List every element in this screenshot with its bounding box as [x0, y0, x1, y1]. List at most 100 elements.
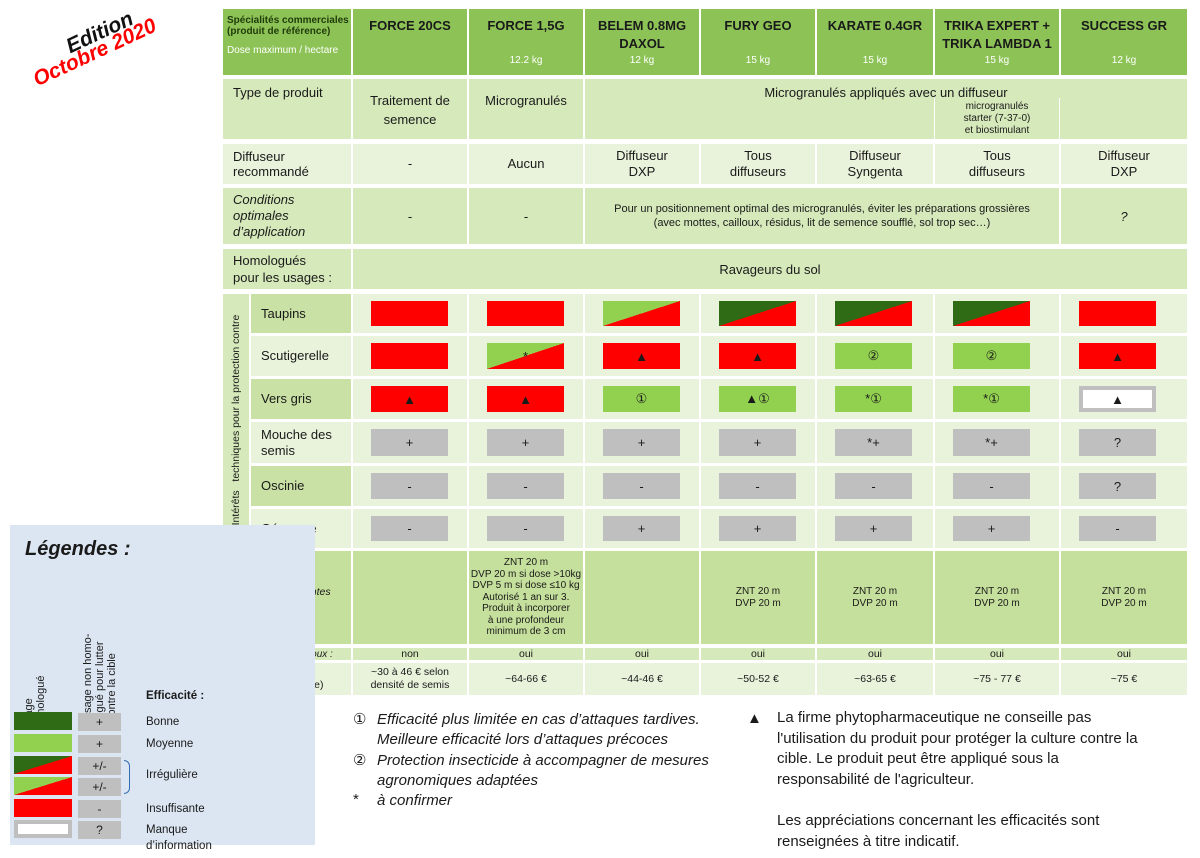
efficacy-box: +: [603, 429, 680, 456]
efficacy-box: [603, 301, 680, 326]
price-cell: ~50-52 €: [701, 663, 815, 695]
efficacy-box: ?: [1079, 473, 1156, 499]
conditions-cell: -: [469, 188, 583, 244]
diffuser-cell: Diffuseur DXP: [585, 144, 699, 184]
efficacy-box: ▲①: [719, 386, 796, 412]
legend-sign: -: [78, 800, 121, 818]
efficacy-box: +: [953, 516, 1030, 541]
efficacy-box: ①: [603, 386, 680, 412]
pest-label: Taupins: [251, 294, 351, 333]
note-text: à confirmer: [377, 792, 453, 809]
legend-box: [10, 525, 315, 845]
product-header: TRIKA EXPERT + TRIKA LAMBDA 1 15 kg: [935, 9, 1059, 75]
legend-sign: +/-: [78, 757, 121, 775]
product-header: KARATE 0.4GR 15 kg: [817, 9, 933, 75]
price-cell: ~63-65 €: [817, 663, 933, 695]
efficacy-box: -: [487, 473, 564, 499]
legend-irregular: Irrégulière: [146, 769, 198, 781]
price-cell: ~30 à 46 € selon densité de semis: [353, 663, 467, 695]
pest-group: [223, 294, 249, 549]
pest-label: Scutigerelle: [251, 336, 351, 376]
efficacy-box: *: [487, 343, 564, 369]
product-name: FORCE 20CS: [369, 18, 451, 33]
efficacy-box: ②: [835, 343, 912, 369]
efficacy-box: -: [835, 473, 912, 499]
efficacy-box: [371, 301, 448, 326]
product-dose: 12 kg: [629, 55, 655, 66]
legend-label: Moyenne: [146, 738, 194, 750]
diffuser-cell: Tous diffuseurs: [935, 144, 1059, 184]
product-dose: 15 kg: [984, 55, 1010, 66]
diffuser-cell: Aucun: [469, 144, 583, 184]
efficacy-box: +: [719, 429, 796, 456]
diffuser-cell: Diffuseur DXP: [1061, 144, 1187, 184]
efficacy-box: +: [835, 516, 912, 541]
sweetcorn-cell: oui: [701, 648, 815, 660]
efficacy-box: ▲: [487, 386, 564, 412]
efficacy-box: *①: [835, 386, 912, 412]
constraint-cell: [353, 551, 467, 644]
product-name: SUCCESS GR: [1081, 18, 1167, 33]
note-symbol: *: [353, 791, 359, 808]
conditions-cell: ?: [1061, 188, 1187, 244]
note-symbol: ②: [353, 752, 367, 769]
sweetcorn-cell: oui: [817, 648, 933, 660]
product-dose: 15 kg: [862, 55, 888, 66]
row-label: Conditions optimales d’application: [223, 188, 351, 244]
product-dose: 12 kg: [1111, 55, 1137, 66]
legend-swatch: [14, 756, 72, 774]
row-label: Type de produit: [223, 79, 351, 139]
product-header: FORCE 1,5G 12.2 kg: [469, 9, 583, 75]
product-header: FORCE 20CS: [353, 9, 467, 75]
constraint-cell: ZNT 20 m DVP 20 m: [701, 551, 815, 644]
legend-label: Insuffisante: [146, 803, 205, 815]
efficacy-box: +: [487, 429, 564, 456]
sweetcorn-cell: oui: [1061, 648, 1187, 660]
note-text: Protection insecticide à accompagner de …: [377, 752, 709, 789]
efficacy-box: -: [1079, 516, 1156, 541]
efficacy-box: [719, 301, 796, 326]
corner-dose: Dose maximum / hectare: [227, 45, 339, 56]
constraint-cell: ZNT 20 m DVP 20 m si dose >10kg DVP 5 m …: [469, 551, 583, 644]
note-symbol: ▲: [747, 710, 762, 727]
type-span: Microgranulés appliqués avec un diffuseu…: [585, 79, 1187, 139]
legend-sign: +: [78, 735, 121, 753]
pest-group-label: Intérêts techniques pour la protection c…: [230, 314, 242, 526]
sweetcorn-cell: non: [353, 648, 467, 660]
efficacy-box: ▲: [719, 343, 796, 369]
efficacy-box: ②: [953, 343, 1030, 369]
pest-label: Mouche des semis: [251, 422, 351, 463]
legend-swatch: [14, 712, 72, 730]
product-dose: 15 kg: [745, 55, 771, 66]
efficacy-box: ?: [1079, 429, 1156, 456]
efficacy-box: [835, 301, 912, 326]
pest-label: Oscinie: [251, 466, 351, 506]
sweetcorn-cell: oui: [585, 648, 699, 660]
price-cell: ~75 - 77 €: [935, 663, 1059, 695]
legend-sign: +: [78, 713, 121, 731]
note-symbol: ①: [353, 711, 367, 728]
conditions-cell: -: [353, 188, 467, 244]
efficacy-box: [953, 301, 1030, 326]
efficacy-box: -: [719, 473, 796, 499]
constraint-cell: ZNT 20 m DVP 20 m: [935, 551, 1059, 644]
note-disclaimer: Les appréciations concernant les efficac…: [777, 812, 1100, 850]
product-name: KARATE 0.4GR: [827, 18, 923, 33]
efficacy-box: +: [371, 429, 448, 456]
diffuser-cell: Diffuseur Syngenta: [817, 144, 933, 184]
corner-title: Spécialités commerciales (produit de réf…: [227, 15, 349, 37]
conditions-span: Pour un positionnement optimal des micro…: [585, 188, 1059, 244]
legend-sign: ?: [78, 821, 121, 839]
efficacy-box: +: [603, 516, 680, 541]
constraint-cell: ZNT 20 m DVP 20 m: [1061, 551, 1187, 644]
product-header: FURY GEO 15 kg: [701, 9, 815, 75]
legend-swatch: [14, 799, 72, 817]
sweetcorn-cell: oui: [935, 648, 1059, 660]
price-cell: ~75 €: [1061, 663, 1187, 695]
product-name: FURY GEO: [724, 18, 792, 33]
constraint-cell: ZNT 20 m DVP 20 m: [817, 551, 933, 644]
efficacy-box: [371, 343, 448, 369]
efficacy-box: *+: [835, 429, 912, 456]
price-cell: ~64-66 €: [469, 663, 583, 695]
